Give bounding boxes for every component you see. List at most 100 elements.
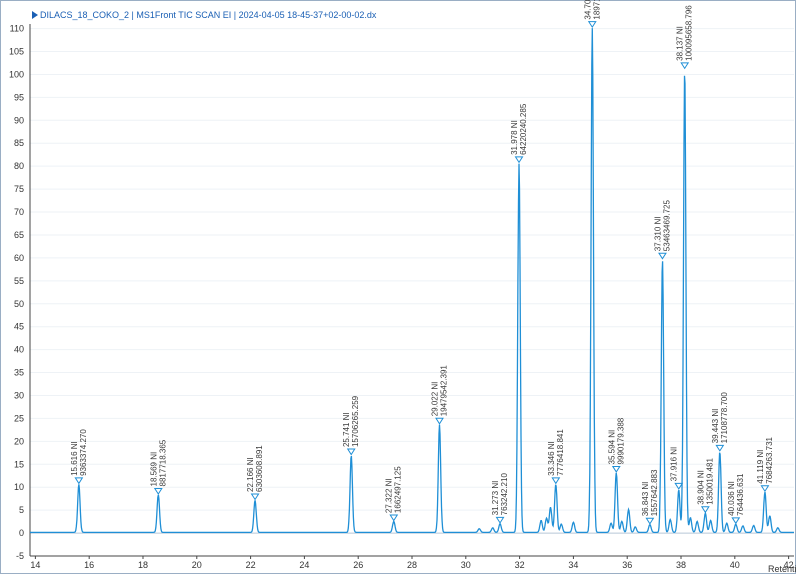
y-tick-label: 40 — [14, 345, 24, 355]
x-tick-label: 36 — [622, 560, 632, 570]
peak-rt-label: 40.036 NI — [727, 481, 736, 516]
y-tick-label: -5 — [16, 551, 24, 561]
y-tick-label: 105 — [9, 47, 24, 57]
y-tick-label: 85 — [14, 138, 24, 148]
peak-area-label: 1557642.883 — [650, 469, 659, 516]
peak-area-label: 6303608.891 — [255, 445, 264, 492]
peak-area-label: 9363374.270 — [79, 429, 88, 476]
peak-apex-marker — [495, 516, 505, 524]
peak-apex-marker — [587, 21, 597, 29]
peak-apex-marker — [760, 485, 770, 493]
y-tick-label: 75 — [14, 184, 24, 194]
y-tick-label: 80 — [14, 161, 24, 171]
peak-rt-label: 29.022 NI — [430, 382, 439, 417]
x-tick-label: 32 — [515, 560, 525, 570]
x-tick-label: 20 — [192, 560, 202, 570]
y-tick-label: 15 — [14, 459, 24, 469]
peak-apex-marker — [680, 62, 690, 70]
peak-apex-marker — [674, 482, 684, 490]
peak-area-label: 7776418.841 — [556, 429, 565, 476]
x-tick-label: 24 — [299, 560, 309, 570]
y-tick-label: 55 — [14, 276, 24, 286]
plot-area — [30, 28, 794, 534]
title-arrow-icon[interactable] — [32, 11, 38, 19]
y-tick-label: 35 — [14, 368, 24, 378]
peak-labels: 15.616 NI 9363374.270 18.569 NI 8817718.365… — [70, 0, 774, 516]
y-tick-label: 20 — [14, 436, 24, 446]
peak-apex-marker — [346, 448, 356, 456]
x-tick-label: 40 — [730, 560, 740, 570]
peak-rt-label: 15.616 NI — [70, 441, 79, 476]
y-tick-label: 10 — [14, 482, 24, 492]
x-tick-label: 18 — [138, 560, 148, 570]
peak-markers — [74, 21, 770, 525]
peak-apex-marker — [250, 493, 260, 501]
peak-rt-label: 37.916 NI — [670, 447, 679, 482]
peak-apex-marker — [611, 465, 621, 473]
peak-area-label: 1350019.481 — [705, 458, 714, 505]
peak-area-label: 100095658.796 — [685, 5, 694, 61]
y-tick-label: 50 — [14, 299, 24, 309]
peak-apex-marker — [153, 487, 163, 495]
peak-area-label: 8817718.365 — [158, 439, 167, 486]
x-axis: 14 16 18 20 22 24 26 28 30 32 34 36 38 40 42 — [30, 555, 794, 570]
x-axis-label: Retention... — [768, 564, 796, 574]
peak-rt-label: 41.119 NI — [756, 450, 765, 484]
x-tick-label: 14 — [30, 560, 40, 570]
x-tick-label: 38 — [676, 560, 686, 570]
tic-trace-line — [30, 28, 794, 534]
peak-area-label: 17108778.700 — [720, 392, 729, 444]
peak-rt-label: 31.273 NI — [491, 481, 500, 516]
x-tick-label: 22 — [246, 560, 256, 570]
peak-apex-marker — [389, 514, 399, 522]
peak-rt-label: 18.569 NI — [149, 452, 158, 487]
peak-area-label: 1662497.125 — [394, 466, 403, 513]
peak-area-label: 19479542.391 — [439, 365, 448, 417]
x-tick-label: 16 — [84, 560, 94, 570]
peak-rt-label: 39.443 NI — [711, 409, 720, 444]
peak-rt-label: 38.137 NI — [676, 26, 685, 61]
peak-apex-marker — [74, 477, 84, 485]
gridlines — [30, 28, 794, 557]
peak-rt-label: 25.741 NI — [342, 412, 351, 447]
x-tick-label: 28 — [407, 560, 417, 570]
peak-apex-marker — [435, 417, 444, 425]
y-tick-label: 110 — [10, 24, 24, 34]
peak-rt-label: 34.701 NI — [583, 0, 592, 20]
chart-title: DILACS_18_COKO_2 | MS1Front TIC SCAN EI … — [40, 10, 377, 20]
y-tick-label: 25 — [14, 413, 24, 423]
y-tick-label: 5 — [19, 505, 24, 515]
y-tick-label: 90 — [14, 115, 24, 125]
peak-rt-label: 35.594 NI — [607, 430, 616, 465]
y-axis: -5 0 5 10 15 20 25 30 35 40 45 50 55 60 65 70 75 80 85 90 95… — [9, 24, 31, 561]
y-tick-label: 95 — [14, 92, 24, 102]
peak-apex-marker — [700, 506, 710, 514]
y-tick-label: 65 — [14, 230, 24, 240]
peak-area-label: 64220240.285 — [519, 103, 528, 155]
y-tick-label: 45 — [14, 322, 24, 332]
peak-apex-marker — [658, 252, 667, 260]
peak-apex-marker — [514, 156, 524, 164]
x-tick-label: 26 — [353, 560, 363, 570]
peak-apex-marker — [731, 517, 741, 525]
peak-rt-label: 37.310 NI — [653, 216, 662, 251]
peak-rt-label: 38.904 NI — [696, 470, 705, 505]
peak-area-label: 7684263.731 — [765, 436, 774, 483]
x-tick-label: 30 — [461, 560, 471, 570]
peak-area-label: 764436.631 — [736, 473, 745, 516]
peak-apex-marker — [715, 444, 725, 452]
y-tick-label: 30 — [14, 390, 24, 400]
y-tick-label: 0 — [19, 528, 24, 538]
peak-rt-label: 27.322 NI — [385, 478, 394, 513]
y-tick-label: 100 — [9, 69, 24, 79]
x-tick-label: 42 — [784, 560, 794, 570]
y-tick-label: 70 — [14, 207, 24, 217]
peak-area-label: 189715046.410 — [592, 0, 601, 20]
peak-area-label: 9990179.388 — [616, 417, 625, 464]
peak-area-label: 53463469.725 — [662, 199, 671, 251]
peak-rt-label: 31.978 NI — [510, 120, 519, 155]
peak-apex-marker — [551, 477, 561, 485]
peak-apex-marker — [645, 517, 655, 525]
peak-rt-label: 36.843 NI — [641, 482, 650, 517]
